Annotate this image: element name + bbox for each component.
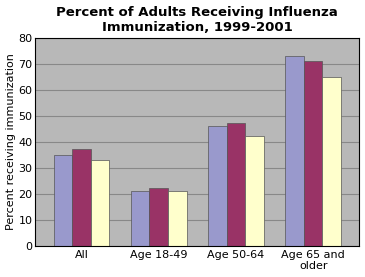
Y-axis label: Percent receiving immunization: Percent receiving immunization: [5, 53, 16, 230]
Title: Percent of Adults Receiving Influenza
Immunization, 1999-2001: Percent of Adults Receiving Influenza Im…: [57, 6, 338, 34]
Bar: [91, 160, 110, 246]
Bar: [131, 191, 150, 246]
Bar: [245, 136, 264, 246]
Bar: [322, 76, 341, 246]
Bar: [285, 56, 304, 246]
Bar: [208, 126, 227, 246]
Bar: [150, 188, 168, 246]
Bar: [304, 61, 322, 246]
Bar: [54, 155, 72, 246]
Bar: [227, 123, 245, 246]
Bar: [72, 149, 91, 246]
Bar: [168, 191, 187, 246]
